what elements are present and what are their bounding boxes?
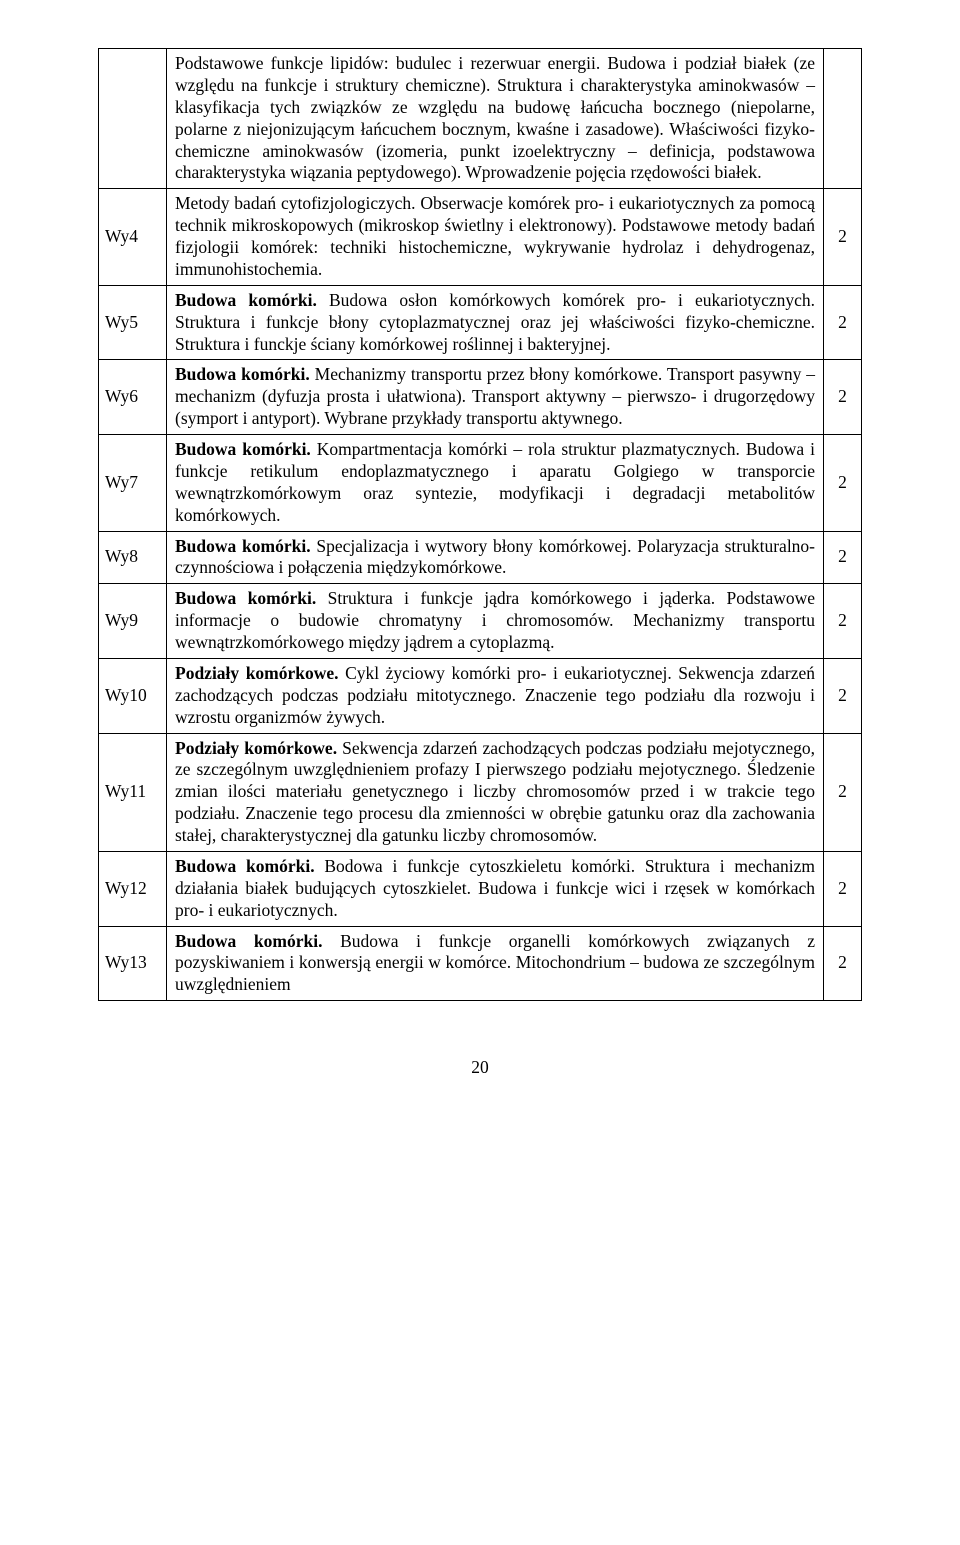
- row-label: [99, 49, 167, 189]
- row-count: [824, 49, 862, 189]
- row-content: Metody badań cytofizjologiczych. Obserwa…: [167, 189, 824, 286]
- row-label: Wy4: [99, 189, 167, 286]
- row-count: 2: [824, 189, 862, 286]
- table-row: Wy10Podziały komórkowe. Cykl życiowy kom…: [99, 658, 862, 733]
- row-label: Wy10: [99, 658, 167, 733]
- row-content: Budowa komórki. Budowa osłon komórkowych…: [167, 285, 824, 360]
- row-label: Wy9: [99, 584, 167, 659]
- row-label: Wy8: [99, 531, 167, 584]
- row-content: Budowa komórki. Bodowa i funkcje cytoszk…: [167, 851, 824, 926]
- row-label: Wy7: [99, 435, 167, 532]
- content-table: Podstawowe funkcje lipidów: budulec i re…: [98, 48, 862, 1001]
- row-content: Budowa komórki. Mechanizmy transportu pr…: [167, 360, 824, 435]
- row-content: Budowa komórki. Specjalizacja i wytwory …: [167, 531, 824, 584]
- table-row: Podstawowe funkcje lipidów: budulec i re…: [99, 49, 862, 189]
- table-row: Wy9Budowa komórki. Struktura i funkcje j…: [99, 584, 862, 659]
- document-page: Podstawowe funkcje lipidów: budulec i re…: [0, 0, 960, 1118]
- row-count: 2: [824, 658, 862, 733]
- table-row: Wy5Budowa komórki. Budowa osłon komórkow…: [99, 285, 862, 360]
- table-row: Wy6Budowa komórki. Mechanizmy transportu…: [99, 360, 862, 435]
- row-count: 2: [824, 360, 862, 435]
- row-label: Wy6: [99, 360, 167, 435]
- row-content: Podziały komórkowe. Sekwencja zdarzeń za…: [167, 733, 824, 851]
- table-row: Wy4Metody badań cytofizjologiczych. Obse…: [99, 189, 862, 286]
- page-number: 20: [98, 1057, 862, 1078]
- row-label: Wy5: [99, 285, 167, 360]
- table-row: Wy13Budowa komórki. Budowa i funkcje org…: [99, 926, 862, 1001]
- row-count: 2: [824, 851, 862, 926]
- row-count: 2: [824, 584, 862, 659]
- row-content: Podstawowe funkcje lipidów: budulec i re…: [167, 49, 824, 189]
- row-label: Wy13: [99, 926, 167, 1001]
- table-row: Wy8Budowa komórki. Specjalizacja i wytwo…: [99, 531, 862, 584]
- row-content: Podziały komórkowe. Cykl życiowy komórki…: [167, 658, 824, 733]
- row-count: 2: [824, 733, 862, 851]
- table-row: Wy7Budowa komórki. Kompartmentacja komór…: [99, 435, 862, 532]
- row-content: Budowa komórki. Budowa i funkcje organel…: [167, 926, 824, 1001]
- row-content: Budowa komórki. Struktura i funkcje jądr…: [167, 584, 824, 659]
- row-label: Wy11: [99, 733, 167, 851]
- row-count: 2: [824, 285, 862, 360]
- row-count: 2: [824, 926, 862, 1001]
- row-label: Wy12: [99, 851, 167, 926]
- row-count: 2: [824, 531, 862, 584]
- table-row: Wy11Podziały komórkowe. Sekwencja zdarze…: [99, 733, 862, 851]
- table-row: Wy12Budowa komórki. Bodowa i funkcje cyt…: [99, 851, 862, 926]
- row-content: Budowa komórki. Kompartmentacja komórki …: [167, 435, 824, 532]
- row-count: 2: [824, 435, 862, 532]
